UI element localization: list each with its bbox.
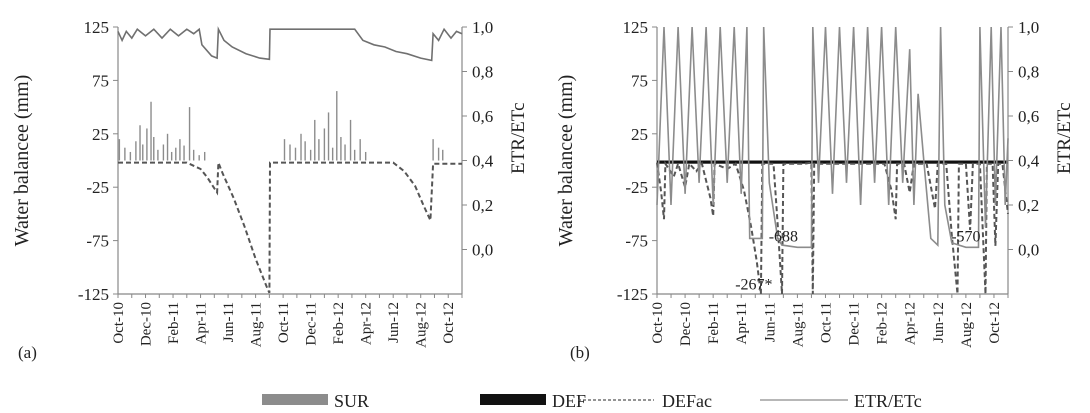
- y2-axis-title: ETR/ETc: [1054, 103, 1075, 174]
- y2-tick-label: 0,2: [472, 196, 493, 215]
- y2-tick-label: 0,8: [1018, 63, 1039, 82]
- y2-axis-title: ETR/ETc: [508, 103, 529, 174]
- y2-tick-label: 0,6: [472, 107, 493, 126]
- def-band: [657, 160, 1008, 164]
- x-tick-label: Dec-10: [139, 302, 155, 346]
- x-tick-label: Feb-11: [166, 302, 182, 344]
- y-tick-label: 125: [84, 18, 110, 37]
- y2-tick-label: 1,0: [1018, 18, 1039, 37]
- x-tick-label: Oct-11: [276, 302, 292, 343]
- y2-tick-label: 0,0: [1018, 241, 1039, 260]
- y2-tick-label: 0,0: [472, 241, 493, 260]
- y2-tick-label: 0,8: [472, 63, 493, 82]
- chart-legend: SUR DEF DEFac ETR/ETc: [262, 391, 922, 411]
- y-tick-label: 125: [623, 18, 649, 37]
- etr-etc-line: [117, 26, 463, 62]
- x-tick-label: Oct-12: [987, 302, 1003, 344]
- x-tick-label: Feb-12: [875, 302, 891, 345]
- x-tick-label: Aug-12: [959, 302, 975, 348]
- x-tick-label: Jun-11: [221, 302, 237, 342]
- y2-tick-label: 0,2: [1018, 196, 1039, 215]
- y-tick-label: -125: [78, 285, 109, 304]
- y-tick-label: 25: [631, 125, 648, 144]
- x-tick-label: Oct-10: [650, 302, 666, 344]
- annotation-label: -267*: [735, 276, 772, 293]
- x-tick-label: Jun-12: [931, 302, 947, 343]
- y-tick-label: -25: [625, 178, 648, 197]
- x-tick-label: Oct-10: [111, 302, 127, 344]
- panel-label: (b): [570, 343, 590, 362]
- legend-label: DEFac: [662, 391, 712, 411]
- annotation-label: -570: [951, 228, 980, 245]
- y-tick-label: -125: [617, 285, 648, 304]
- x-tick-label: Apr-12: [359, 302, 375, 345]
- x-tick-label: Apr-11: [734, 302, 750, 344]
- defac-line: [656, 160, 1009, 295]
- y-tick-label: -25: [86, 178, 109, 197]
- x-tick-label: Feb-12: [331, 302, 347, 345]
- y2-tick-label: 0,4: [472, 152, 494, 171]
- y2-tick-label: 0,6: [1018, 107, 1039, 126]
- x-tick-label: Jun-12: [386, 302, 402, 343]
- x-tick-label: Aug-11: [249, 302, 265, 347]
- y-tick-label: 25: [92, 125, 109, 144]
- x-tick-label: Oct-11: [818, 302, 834, 343]
- x-tick-label: Dec-10: [678, 302, 694, 346]
- x-tick-label: Jun-11: [762, 302, 778, 342]
- chart-panel-a: -125 -75 -25 25 75 125 1,0 0,8 0,6 0,4 0,2 0,0 Oct-1…: [11, 18, 529, 362]
- legend-label: SUR: [334, 391, 369, 411]
- legend-swatch: [262, 394, 328, 405]
- x-tick-label: Feb-11: [706, 302, 722, 344]
- x-tick-label: Oct-12: [441, 302, 457, 344]
- legend-swatch: [480, 394, 546, 405]
- y-axis-title: Water balancee (mm): [555, 75, 577, 247]
- y2-tick-label: 0,4: [1018, 152, 1040, 171]
- x-tick-label: Dec-11: [847, 302, 863, 346]
- y-tick-label: -75: [86, 232, 109, 251]
- panel-label: (a): [18, 343, 37, 362]
- y-tick-label: 75: [631, 71, 648, 90]
- x-tick-label: Aug-12: [414, 302, 430, 348]
- y-axis-title: Water balancee (mm): [11, 75, 33, 247]
- y-tick-label: -75: [625, 232, 648, 251]
- x-tick-label: Apr-11: [194, 302, 210, 344]
- y-tick-label: 75: [92, 71, 109, 90]
- defac-line: [118, 161, 462, 294]
- etr-etc-line: [656, 26, 1009, 249]
- legend-label: DEF: [552, 391, 586, 411]
- chart-panel-b: -125 -75 -25 25 75 125 1,0 0,8 0,6 0,4 0,2 0,0 Oct-1…: [555, 18, 1075, 362]
- x-tick-label: Aug-11: [790, 302, 806, 347]
- legend-label: ETR/ETc: [854, 391, 922, 411]
- x-tick-label: Apr-12: [903, 302, 919, 345]
- x-tick-label: Dec-11: [304, 302, 320, 346]
- y2-tick-label: 1,0: [472, 18, 493, 37]
- annotation-label: -688: [769, 228, 798, 245]
